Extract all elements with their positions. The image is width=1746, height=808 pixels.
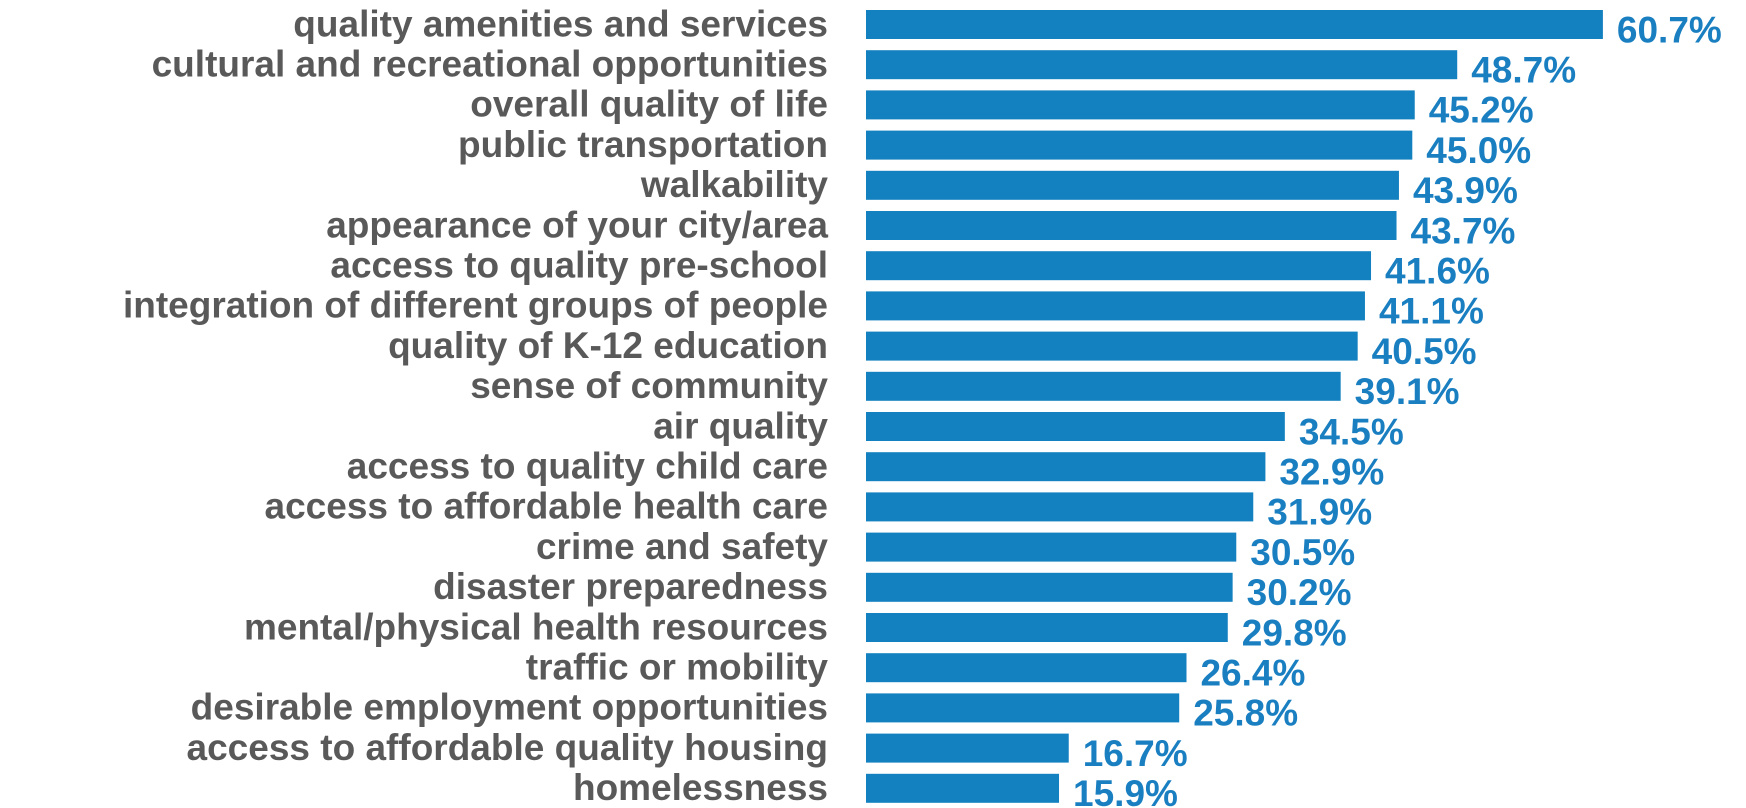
category-label: appearance of your city/area xyxy=(326,204,828,245)
value-label: 32.9% xyxy=(1279,451,1384,492)
bar xyxy=(866,733,1069,763)
bar xyxy=(866,773,1060,803)
category-label: access to quality pre-school xyxy=(330,244,828,285)
bar xyxy=(866,371,1341,401)
value-label: 43.7% xyxy=(1411,210,1516,251)
bar xyxy=(866,613,1228,642)
bar xyxy=(866,251,1372,281)
bar xyxy=(866,492,1254,522)
bar xyxy=(866,291,1365,321)
bar xyxy=(866,50,1458,80)
value-label: 31.9% xyxy=(1267,492,1372,533)
bar xyxy=(866,10,1603,39)
category-label: disaster preparedness xyxy=(433,566,828,607)
value-label: 30.5% xyxy=(1250,532,1355,573)
bar xyxy=(866,412,1285,441)
bar xyxy=(866,572,1233,602)
bar xyxy=(866,331,1358,361)
bar xyxy=(866,170,1399,200)
value-label: 15.9% xyxy=(1073,773,1178,808)
category-label: desirable employment opportunities xyxy=(191,687,828,728)
category-label: overall quality of life xyxy=(470,84,828,125)
value-label: 40.5% xyxy=(1372,331,1477,372)
bar xyxy=(866,211,1397,240)
category-label: air quality xyxy=(653,405,828,446)
category-label: access to affordable quality housing xyxy=(187,727,828,768)
bar xyxy=(866,90,1415,120)
category-label: quality amenities and services xyxy=(293,3,828,44)
value-label: 29.8% xyxy=(1242,612,1347,653)
category-label: homelessness xyxy=(573,767,828,808)
category-label: traffic or mobility xyxy=(526,646,829,687)
category-label: cultural and recreational opportunities xyxy=(152,43,828,84)
category-label: walkability xyxy=(640,164,829,205)
bar xyxy=(866,653,1187,683)
value-label: 43.9% xyxy=(1413,170,1518,211)
value-label: 30.2% xyxy=(1247,572,1352,613)
value-label: 39.1% xyxy=(1355,371,1460,412)
category-label: crime and safety xyxy=(536,526,828,567)
category-label: sense of community xyxy=(470,365,828,406)
bar xyxy=(866,693,1180,723)
value-label: 26.4% xyxy=(1200,652,1305,693)
category-label: access to affordable health care xyxy=(265,486,828,527)
value-label: 25.8% xyxy=(1193,693,1298,734)
value-label: 34.5% xyxy=(1299,411,1404,452)
bar xyxy=(866,452,1266,482)
category-label: quality of K-12 education xyxy=(388,325,828,366)
bar xyxy=(866,532,1237,562)
category-label: mental/physical health resources xyxy=(244,606,828,647)
value-label: 41.1% xyxy=(1379,291,1484,332)
category-label: integration of different groups of peopl… xyxy=(123,285,828,326)
value-label: 16.7% xyxy=(1083,733,1188,774)
value-label: 45.0% xyxy=(1426,130,1531,171)
value-label: 48.7% xyxy=(1471,49,1576,90)
category-label: access to quality child care xyxy=(347,445,828,486)
value-label: 41.6% xyxy=(1385,250,1490,291)
category-label: public transportation xyxy=(458,124,828,165)
value-label: 60.7% xyxy=(1617,9,1722,50)
bar xyxy=(866,130,1413,160)
value-label: 45.2% xyxy=(1429,90,1534,131)
